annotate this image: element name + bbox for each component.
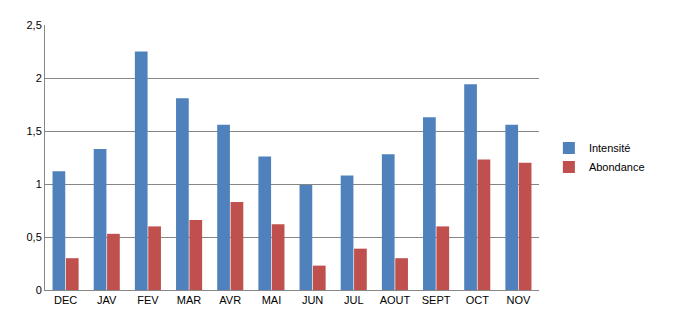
svg-text:SEPT: SEPT <box>422 294 451 306</box>
svg-text:OCT: OCT <box>466 294 490 306</box>
svg-text:NOV: NOV <box>506 294 531 306</box>
svg-text:2,5: 2,5 <box>27 19 42 31</box>
svg-text:MAI: MAI <box>262 294 282 306</box>
svg-text:JUL: JUL <box>344 294 364 306</box>
svg-text:0,5: 0,5 <box>27 231 42 243</box>
svg-text:JAV: JAV <box>97 294 117 306</box>
svg-text:2: 2 <box>36 72 42 84</box>
svg-text:Intensité: Intensité <box>589 142 631 154</box>
svg-text:DEC: DEC <box>54 294 77 306</box>
svg-text:Abondance: Abondance <box>589 161 645 173</box>
svg-text:JUN: JUN <box>302 294 323 306</box>
svg-text:FEV: FEV <box>137 294 159 306</box>
svg-text:0: 0 <box>36 284 42 296</box>
svg-text:AVR: AVR <box>219 294 241 306</box>
svg-text:AOUT: AOUT <box>380 294 411 306</box>
svg-text:1,5: 1,5 <box>27 125 42 137</box>
svg-text:MAR: MAR <box>177 294 202 306</box>
svg-text:1: 1 <box>36 178 42 190</box>
